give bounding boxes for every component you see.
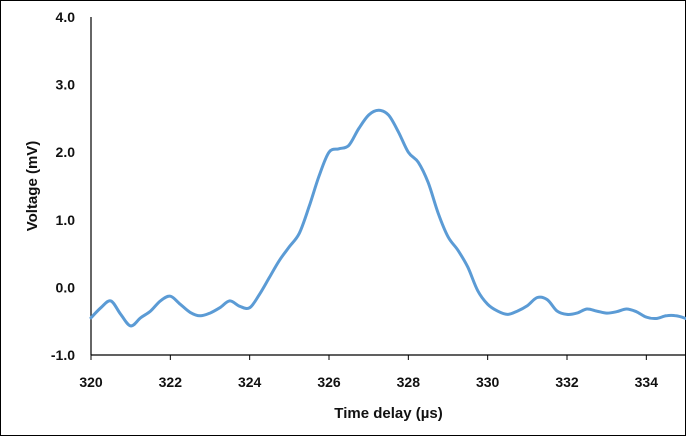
voltage-series-line bbox=[89, 108, 686, 328]
x-tick-label: 322 bbox=[159, 374, 183, 390]
x-axis-label: Time delay (µs) bbox=[334, 405, 442, 422]
x-tick-label: 320 bbox=[79, 374, 103, 390]
y-axis-ticks: -1.0 0.0 1.0 2.0 3.0 4.0 bbox=[51, 9, 75, 363]
x-tick-label: 326 bbox=[317, 374, 341, 390]
y-tick-label: 3.0 bbox=[56, 77, 76, 93]
x-tick-label: 328 bbox=[397, 374, 421, 390]
y-tick-label: 2.0 bbox=[56, 144, 76, 160]
x-tick-label: 334 bbox=[635, 374, 659, 390]
y-tick-label: 1.0 bbox=[56, 212, 76, 228]
x-tick-label: 330 bbox=[476, 374, 500, 390]
y-tick-label: -1.0 bbox=[51, 347, 75, 363]
x-tick-label: 332 bbox=[555, 374, 579, 390]
y-tick-label: 0.0 bbox=[56, 279, 76, 295]
y-axis-label: Voltage (mV) bbox=[24, 141, 41, 232]
x-tick-label: 324 bbox=[238, 374, 262, 390]
x-axis-ticks: 320 322 324 326 328 330 332 334 bbox=[79, 355, 658, 390]
y-tick-label: 4.0 bbox=[56, 9, 76, 25]
